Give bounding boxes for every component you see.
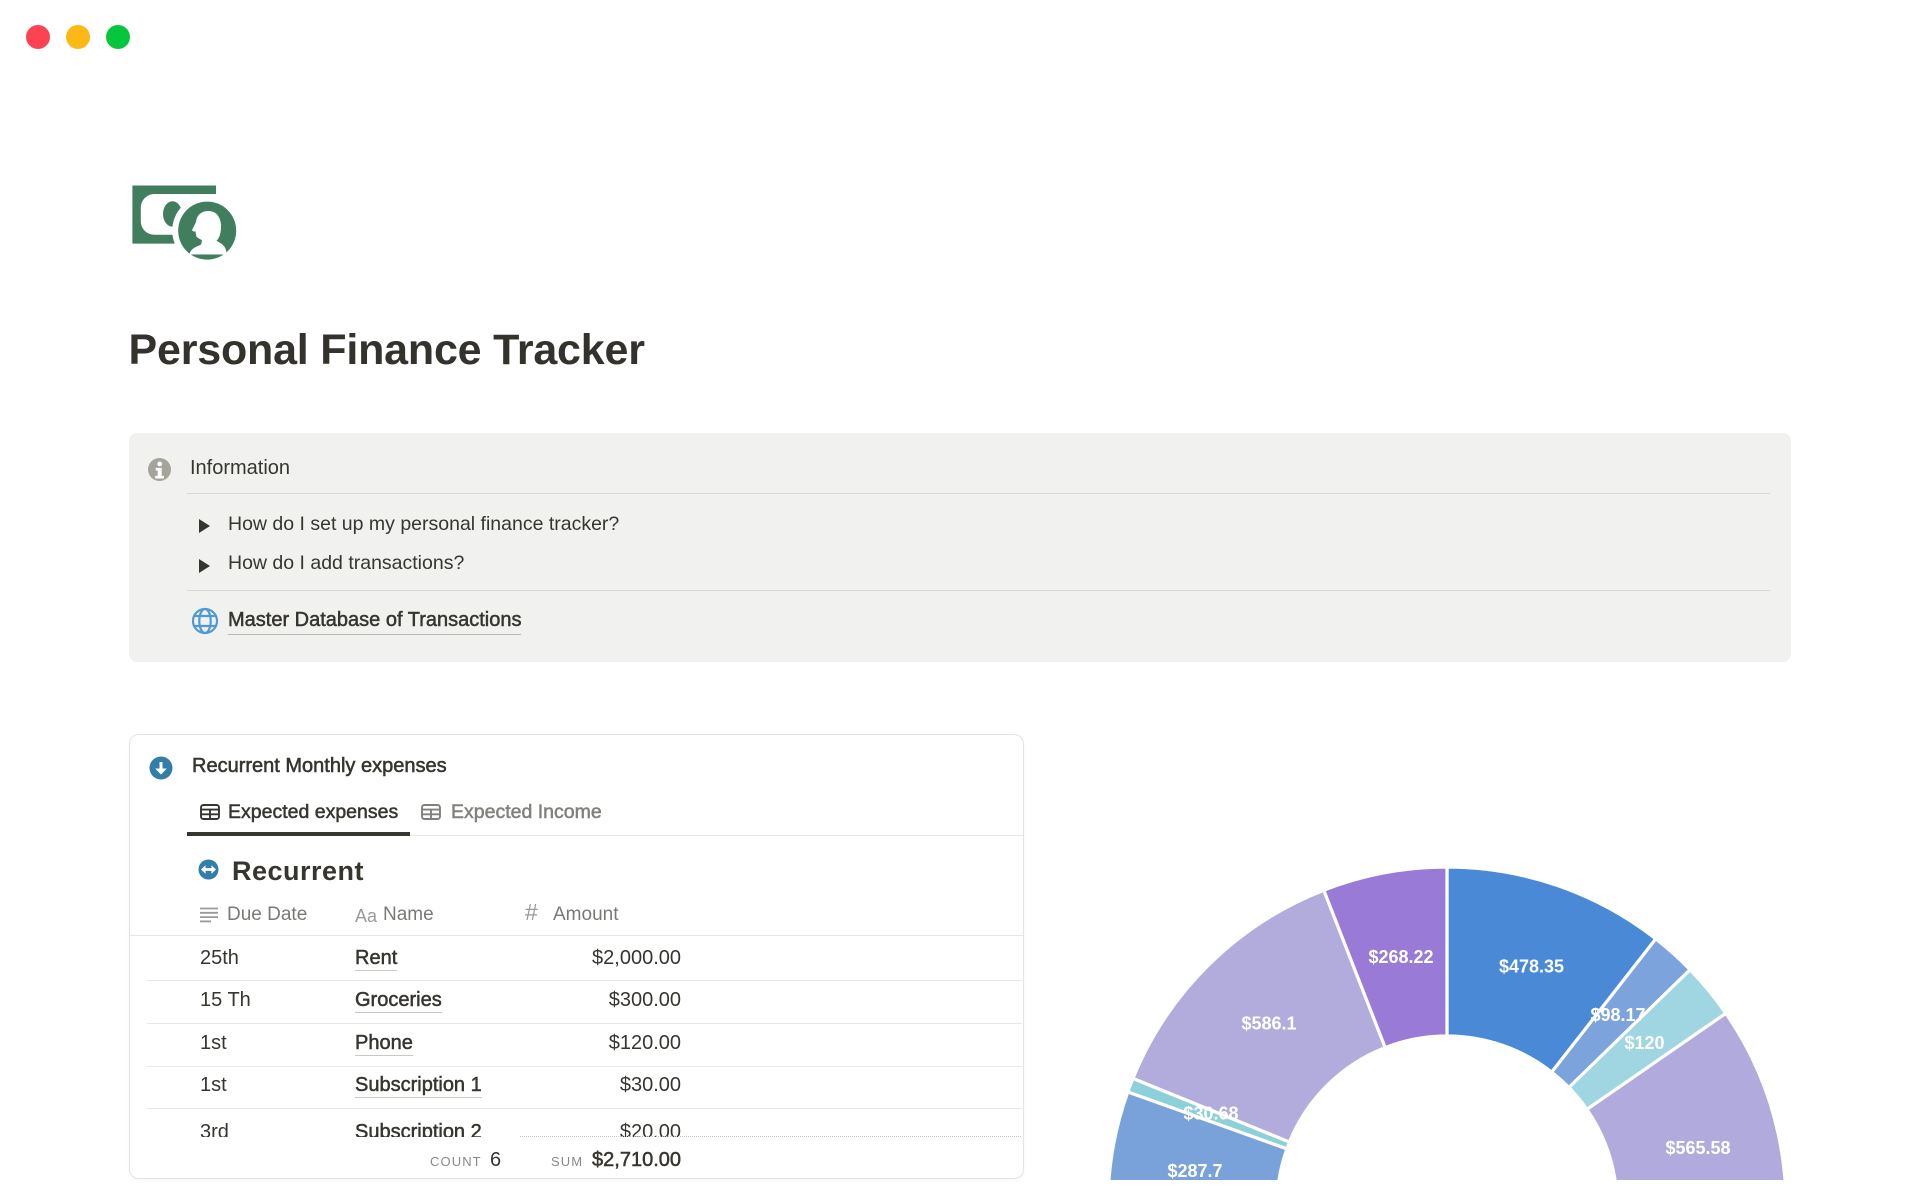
svg-text:$268.22: $268.22 (1368, 947, 1433, 967)
svg-text:$478.35: $478.35 (1499, 957, 1564, 977)
svg-text:$98.17: $98.17 (1590, 1005, 1645, 1025)
svg-text:$30.68: $30.68 (1183, 1104, 1238, 1124)
svg-text:$565.58: $565.58 (1665, 1138, 1730, 1158)
svg-text:$586.1: $586.1 (1241, 1014, 1296, 1034)
svg-text:$287.7: $287.7 (1167, 1161, 1222, 1180)
svg-text:$120: $120 (1624, 1033, 1664, 1053)
